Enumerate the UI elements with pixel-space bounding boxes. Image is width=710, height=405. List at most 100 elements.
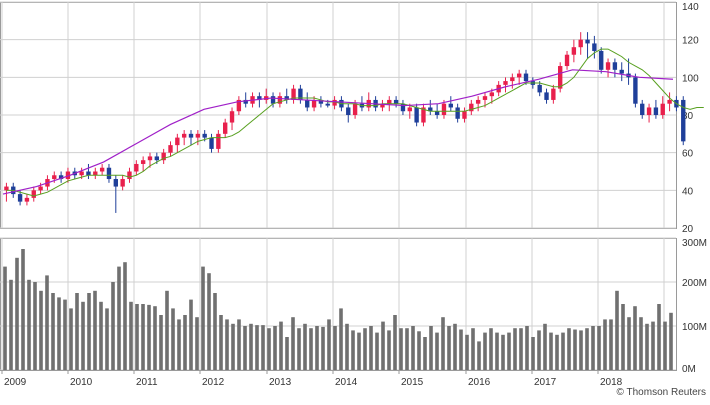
candle-body	[65, 171, 71, 180]
volume-bar	[411, 326, 415, 370]
candle-body	[38, 186, 43, 191]
candle-body	[551, 88, 556, 100]
candle-body	[510, 77, 515, 82]
volume-bar	[519, 328, 523, 370]
volume-bar	[567, 328, 571, 370]
volume-bar	[291, 317, 295, 370]
volume-bar	[489, 328, 493, 370]
volume-tick-label: 300M	[682, 238, 707, 249]
chart-credit: © Thomson Reuters	[616, 387, 706, 398]
candle-body	[325, 103, 330, 106]
candle-body	[24, 197, 30, 202]
candle-body	[393, 99, 399, 104]
volume-bar	[507, 332, 511, 370]
candle-body	[229, 111, 235, 123]
candle-body	[168, 145, 173, 153]
candle-body	[86, 171, 91, 176]
candle-body	[195, 133, 201, 138]
volume-bar	[369, 326, 373, 370]
volume-bar	[543, 323, 547, 370]
candle-body	[482, 96, 488, 100]
volume-bar	[393, 315, 397, 370]
candle-body	[120, 179, 125, 187]
volume-bar	[237, 319, 241, 370]
volume-tick-label: 0M	[682, 364, 696, 375]
x-axis: 2009 2010 2011 2012 2013 2014 2015 2016 2017 2018	[0, 370, 676, 388]
volume-bar	[147, 304, 151, 370]
volume-bar	[597, 326, 601, 370]
volume-bar	[81, 301, 85, 370]
volume-bar	[555, 334, 559, 370]
candle-body	[93, 171, 98, 176]
volume-bar	[651, 321, 655, 370]
volume-bar	[57, 297, 61, 370]
volume-bar	[561, 332, 565, 370]
candle-body	[421, 107, 426, 123]
x-tick-label: 2011	[136, 377, 158, 388]
volume-bar	[471, 328, 475, 370]
volume-bar	[351, 330, 355, 370]
volume-bar	[501, 334, 505, 370]
volume-bar	[357, 332, 361, 370]
volume-bar	[429, 326, 433, 370]
volume-bar	[603, 319, 607, 370]
volume-bar	[105, 308, 109, 370]
candle-body	[489, 92, 495, 97]
price-tick-label: 80	[682, 111, 694, 122]
candle-body	[407, 107, 412, 112]
candle-body	[31, 190, 36, 198]
x-tick-label: 2013	[269, 377, 292, 388]
candle-body	[387, 99, 392, 104]
candle-body	[277, 96, 283, 104]
candle-body	[99, 167, 105, 172]
volume-bar	[441, 317, 445, 370]
candle-body	[564, 54, 570, 67]
candle-body	[243, 99, 248, 104]
candle-body	[270, 96, 276, 104]
volume-bar	[159, 315, 163, 370]
candle-body	[318, 99, 324, 104]
volume-bar	[273, 326, 277, 370]
price-panel: 20 40 60 80 100 120 140	[0, 1, 704, 235]
volume-bar	[513, 328, 517, 370]
candle-body	[175, 137, 180, 146]
moving-average-short	[6, 48, 704, 197]
volume-bar	[639, 317, 643, 370]
volume-bar	[51, 293, 55, 370]
volume-bar	[9, 279, 13, 370]
candle-body	[592, 43, 597, 51]
volume-bar	[171, 308, 175, 370]
volume-bar	[267, 328, 271, 370]
volume-bar	[327, 319, 331, 370]
volume-bar	[75, 293, 79, 370]
volume-tick-label: 100M	[682, 322, 707, 333]
volume-bar	[69, 308, 73, 370]
volume-bar	[255, 325, 259, 370]
volume-bar	[669, 312, 673, 370]
volume-bar	[621, 304, 625, 370]
volume-bar	[609, 319, 613, 370]
candle-body	[646, 107, 652, 115]
volume-bar	[117, 266, 121, 370]
volume-bar	[93, 290, 97, 370]
price-tick-label: 40	[682, 186, 694, 197]
candle-body	[578, 39, 583, 48]
candle-body	[58, 175, 64, 180]
volume-bar	[537, 330, 541, 370]
volume-bar	[213, 293, 217, 370]
candle-body	[284, 96, 289, 100]
candle-body	[127, 171, 132, 180]
volume-bar	[189, 299, 193, 370]
volume-bar	[399, 328, 403, 370]
candle-body	[537, 84, 542, 93]
volume-bar	[21, 249, 25, 370]
candle-body	[346, 107, 351, 115]
volume-bar	[135, 304, 139, 370]
volume-bar	[627, 317, 631, 370]
moving-average-long	[2, 69, 674, 195]
volume-bar	[549, 332, 553, 370]
volume-bar	[285, 337, 289, 370]
volume-bar	[447, 326, 451, 370]
candle-body	[106, 167, 112, 180]
volume-bar	[339, 308, 343, 370]
